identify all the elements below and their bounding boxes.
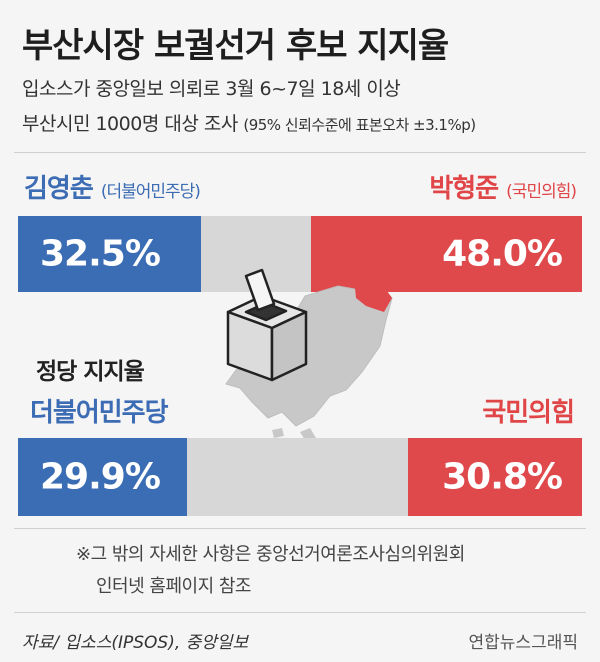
party-right-label: 국민의힘 [482, 398, 575, 428]
party-section-heading: 정당 지지율 [36, 359, 145, 385]
subtitle-line-2-main: 부산시민 1000명 대상 조사 [22, 113, 238, 135]
subtitle-line-2-note: (95% 신뢰수준에 표본오차 ±3.1%p) [243, 116, 476, 134]
party-left-label: 더불어민주당 [30, 398, 169, 428]
candidate-right-name: 박형준 [429, 174, 499, 204]
candidate-right-value: 48.0% [442, 233, 563, 275]
footnote-line-1: ※그 밖의 자세한 사항은 중앙선거여론조사심의위원회 [76, 544, 465, 565]
footnote-line-2: 인터넷 홈페이지 참조 [96, 576, 251, 597]
candidate-right-bar: 48.0% [311, 216, 582, 292]
candidate-left-bar: 32.5% [18, 216, 202, 292]
subtitle-line-2: 부산시민 1000명 대상 조사 (95% 신뢰수준에 표본오차 ±3.1%p) [22, 109, 476, 136]
party-right-bar: 30.8% [408, 438, 582, 516]
candidate-left-name: 김영춘 [24, 174, 94, 204]
candidate-left-party: (더불어민주당) [100, 182, 201, 202]
divider-middle [14, 528, 586, 529]
party-right-value: 30.8% [442, 456, 563, 498]
divider-top [14, 152, 586, 153]
candidate-right-party: (국민의힘) [506, 182, 577, 202]
party-bar-row: 29.9% 30.8% [18, 438, 582, 516]
subtitle-line-1: 입소스가 중앙일보 의뢰로 3월 6~7일 18세 이상 [22, 78, 401, 100]
candidate-bar-row: 32.5% 48.0% [18, 216, 582, 292]
party-left-bar: 29.9% [18, 438, 187, 516]
divider-bottom [14, 612, 586, 613]
page-title: 부산시장 보궐선거 후보 지지율 [22, 26, 449, 66]
candidate-left-label: 김영춘 (더불어민주당) [24, 168, 201, 205]
source-label: 자료/ 입소스(IPSOS), 중앙일보 [22, 633, 249, 653]
candidate-right-label: 박형준 (국민의힘) [429, 168, 577, 205]
party-left-value: 29.9% [40, 456, 161, 498]
credit-label: 연합뉴스그래픽 [468, 633, 578, 653]
candidate-left-value: 32.5% [40, 233, 161, 275]
